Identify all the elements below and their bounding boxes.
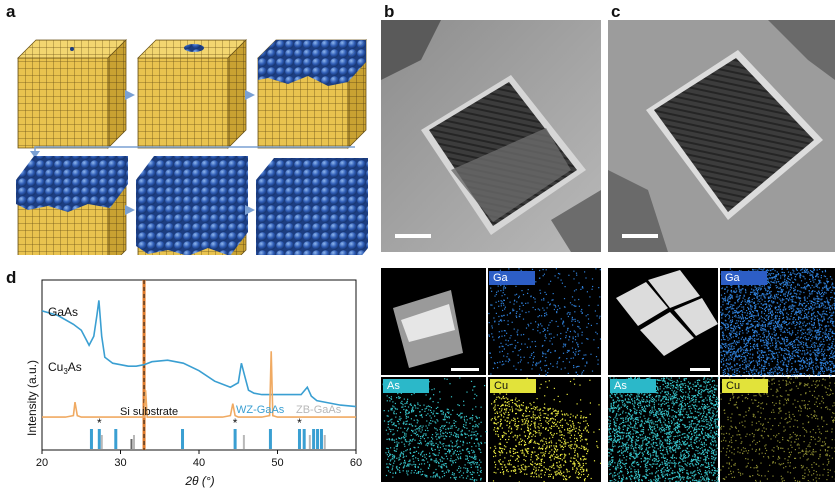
map-label-cu: Cu (722, 379, 768, 393)
eds-dot-map (489, 377, 603, 483)
plot-frame (41, 279, 357, 451)
reference-peak-wz (89, 429, 93, 449)
peak-star-marker: * (297, 416, 302, 430)
scale-bar (622, 234, 658, 238)
panel-b-tem-image (381, 20, 601, 252)
reference-peak-wz (97, 429, 101, 449)
arrow-icon (245, 90, 255, 100)
haadf-particle (648, 270, 700, 308)
reference-peak-wz (312, 429, 316, 449)
arrow-icon (245, 205, 255, 215)
cube-stage-6 (256, 158, 368, 255)
panel-label-d: d (6, 268, 17, 287)
scale-bar (451, 368, 479, 371)
reference-peak-wz (233, 429, 237, 449)
panel-label-b: b (384, 2, 395, 21)
reference-peak-zb (308, 435, 311, 449)
si-substrate-label: Si substrate (120, 406, 178, 418)
reference-peak-wz (114, 429, 118, 449)
reference-peak-wz (319, 429, 323, 449)
arrow-icon (125, 90, 135, 100)
panel-label-c: c (611, 2, 621, 21)
haadf-particle (616, 282, 668, 326)
reference-peak-zb (132, 435, 135, 449)
reference-peak-wz (302, 429, 306, 449)
eds-dot-map (488, 268, 602, 376)
eds-dot-map (720, 268, 835, 377)
cube-stage-4 (16, 156, 128, 255)
map-label-ga: Ga (721, 271, 767, 285)
arrow-icon (125, 205, 135, 215)
x-tick-label: 40 (193, 457, 205, 469)
panel-c-tem-image (608, 20, 835, 252)
peak-star-marker: * (233, 416, 238, 430)
reference-peak-zb (323, 435, 326, 449)
haadf-particle (640, 312, 694, 356)
eds-map-group-b: Ga As Cu (381, 268, 603, 483)
reference-peak-wz (268, 429, 272, 449)
scale-bar (690, 368, 710, 371)
haadf-particle (401, 304, 455, 342)
cube-stage-1 (17, 39, 127, 149)
map-label-as: As (610, 379, 656, 393)
map-label-ga: Ga (489, 271, 535, 285)
cube-stage-2 (137, 39, 247, 149)
reference-peak-wz (181, 429, 185, 449)
reference-peak-si (130, 439, 133, 449)
legend-wz-gaas: WZ-GaAs (236, 404, 285, 416)
panel-d-xrd-chart: * * * 20 30 40 50 60 Intensity (a.u.) 2θ (°) Ga… (25, 279, 362, 488)
series-label-gaas: GaAs (48, 305, 78, 319)
reference-peak-wz (316, 429, 320, 449)
series-line-gaas (41, 300, 357, 408)
arrow-icon (30, 151, 40, 158)
x-tick-label: 20 (36, 457, 48, 469)
panel-a-schematic (16, 39, 368, 255)
series-line-cu3as (42, 351, 356, 418)
peak-star-marker: * (97, 416, 102, 430)
x-tick-label: 50 (271, 457, 283, 469)
x-tick-label: 60 (350, 457, 362, 469)
eds-dot-map (608, 377, 720, 484)
series-label-cu3as: Cu3As (48, 360, 82, 376)
panel-label-a: a (6, 2, 16, 21)
cube-stage-5 (136, 156, 248, 255)
reference-peak-wz (297, 429, 301, 449)
scale-bar (395, 234, 431, 238)
reference-peak-zb (100, 435, 103, 449)
reference-peak-zb (242, 435, 245, 449)
map-label-as: As (383, 379, 429, 393)
eds-dot-map (382, 377, 487, 482)
legend-zb-gaas: ZB-GaAs (296, 404, 342, 416)
x-tick-label: 30 (114, 457, 126, 469)
eds-map-group-c: Ga As Cu (608, 268, 835, 484)
x-axis-label: 2θ (°) (184, 474, 214, 488)
haadf-particle (674, 298, 718, 336)
map-label-cu: Cu (490, 379, 536, 393)
y-axis-label: Intensity (a.u.) (25, 360, 39, 436)
cube-stage-3 (257, 39, 367, 149)
